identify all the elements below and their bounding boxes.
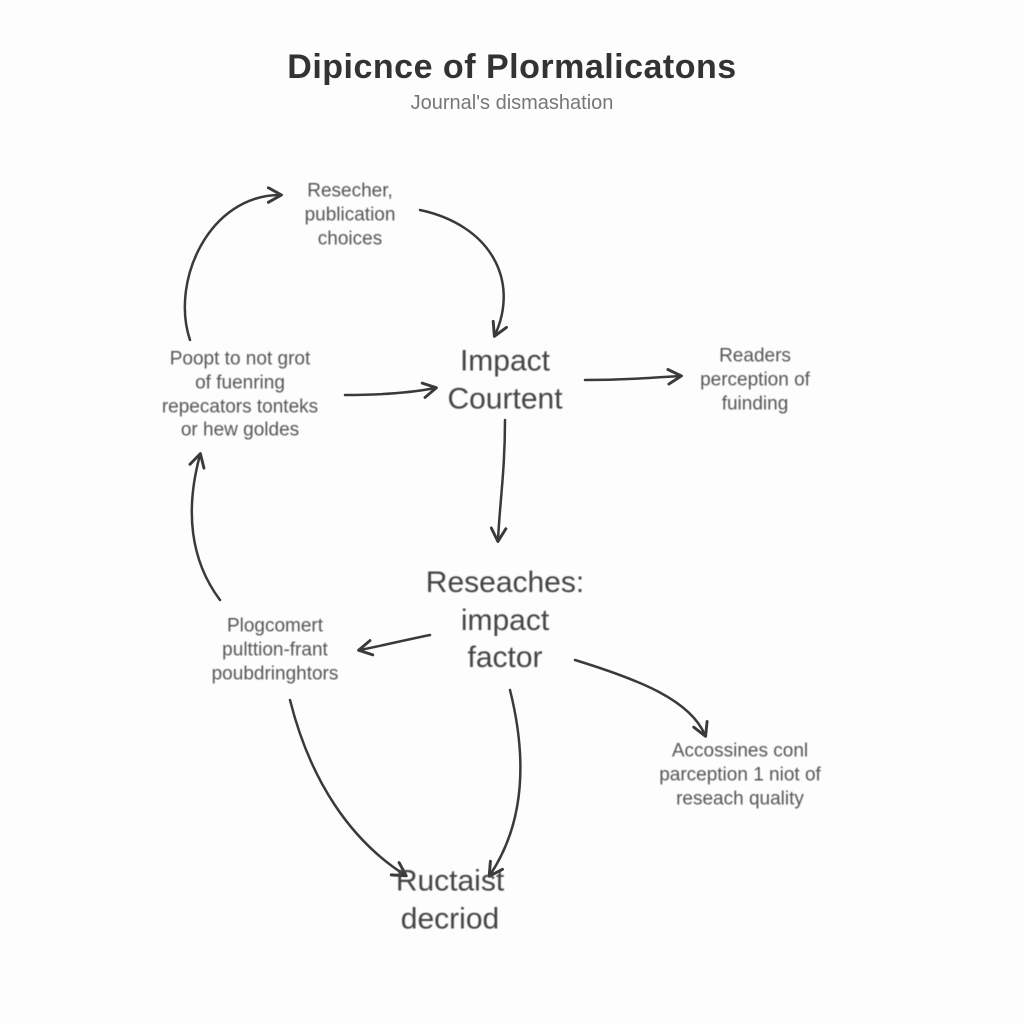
node-line: or hew goldes: [181, 420, 299, 441]
node-line: Reseaches:: [426, 566, 584, 599]
edge-impact-readers: [585, 376, 680, 380]
edge-plog-poopt: [192, 455, 220, 600]
node-line: Impact: [460, 345, 550, 378]
node-line: impact: [461, 603, 549, 636]
node-line: Courtent: [447, 382, 562, 415]
node-line: publication: [305, 204, 396, 225]
node-line: repecators tonteks: [162, 396, 318, 417]
node-line: factor: [467, 641, 542, 674]
node-line: parception 1 niot of: [659, 764, 821, 785]
node-line: Accossines conl: [672, 740, 808, 761]
node-line: decriod: [401, 902, 499, 935]
node-line: pulttion-frant: [222, 639, 328, 660]
diagram-subtitle: Journal's dismashation: [0, 92, 1024, 115]
node-line: Ructaist: [396, 865, 504, 898]
node-line: Readers: [719, 345, 791, 366]
edges-layer: [0, 0, 1024, 1024]
edge-impact-reseaches: [498, 420, 505, 540]
node-ructaist: Ructaist decriod: [396, 863, 504, 938]
edge-reseaches-ructaist: [490, 690, 520, 875]
edge-resecher-impact: [420, 210, 504, 335]
edge-reseaches-accoss: [575, 660, 705, 735]
node-line: Resecher,: [307, 180, 393, 201]
node-line: Poopt to not grot: [170, 349, 311, 370]
diagram-canvas: Dipicnce of Plormalicatons Journal's dis…: [0, 0, 1024, 1024]
edge-poopt-resecher: [185, 195, 280, 340]
node-poopt: Poopt to not grot of fuenring repecators…: [162, 348, 318, 443]
node-reseaches: Reseaches: impact factor: [426, 564, 584, 677]
node-impact: Impact Courtent: [447, 343, 562, 418]
node-line: poubdringhtors: [212, 663, 339, 684]
edge-plog-ructaist: [290, 700, 405, 875]
node-line: choices: [318, 228, 382, 249]
node-resecher: Resecher, publication choices: [305, 179, 396, 250]
node-line: fuinding: [722, 393, 789, 414]
node-plog: Plogcomert pulttion-frant poubdringhtors: [212, 614, 339, 685]
diagram-title: Dipicnce of Plormalicatons: [0, 48, 1024, 87]
node-accoss: Accossines conl parception 1 niot of res…: [659, 739, 821, 810]
node-line: of fuenring: [195, 372, 285, 393]
node-line: perception of: [700, 369, 810, 390]
node-line: reseach quality: [676, 788, 804, 809]
edge-poopt-impact: [345, 388, 435, 395]
node-line: Plogcomert: [227, 615, 323, 636]
node-readers: Readers perception of fuinding: [700, 344, 810, 415]
edge-reseaches-plog: [360, 635, 430, 650]
